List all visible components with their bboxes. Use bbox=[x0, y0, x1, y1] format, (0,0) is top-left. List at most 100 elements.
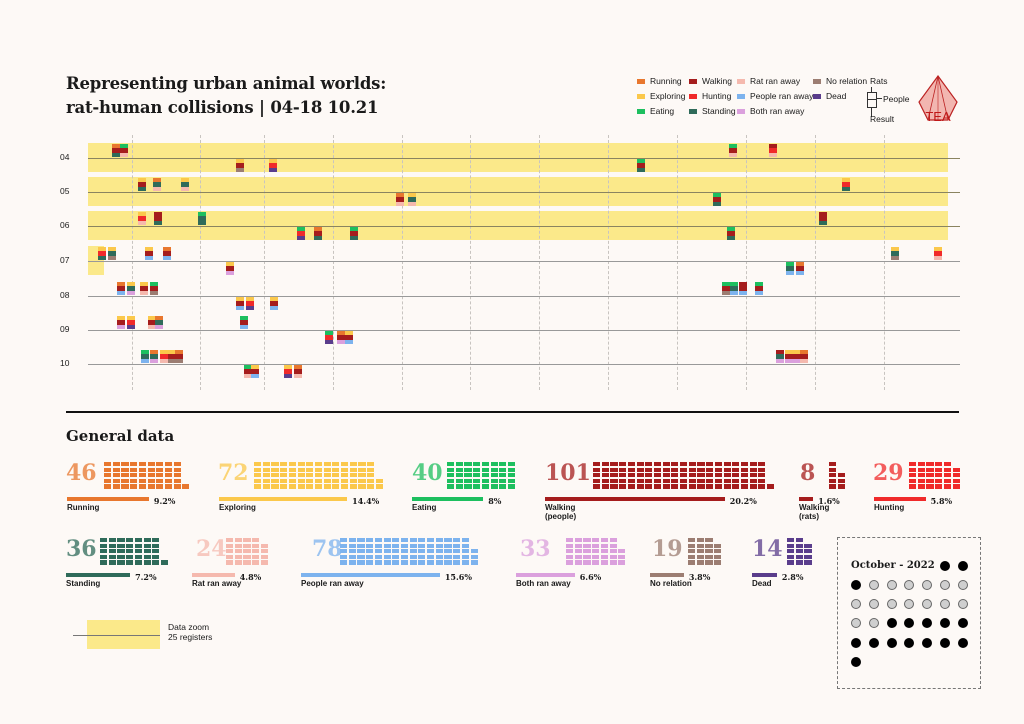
waffle-cell bbox=[234, 538, 242, 543]
waffle-cell bbox=[104, 467, 112, 472]
glyph-cell-E bbox=[636, 159, 645, 164]
logo-text: TEA bbox=[925, 109, 951, 124]
waffle-cell bbox=[104, 484, 112, 489]
waffle-cell bbox=[164, 478, 173, 484]
glyph-cell-R bbox=[175, 350, 184, 355]
stat-percent: 6.6% bbox=[579, 572, 602, 582]
zoom-legend-label: Data zoom 25 registers bbox=[168, 622, 212, 642]
waffle-cell bbox=[226, 560, 234, 565]
glyph-cell-PR bbox=[754, 290, 763, 296]
waffle-cell bbox=[130, 478, 138, 484]
stat-percent: 2.8% bbox=[781, 572, 804, 582]
stat-percent: 9.2% bbox=[153, 496, 176, 506]
waffle-cell bbox=[383, 549, 391, 554]
waffle-cell bbox=[481, 484, 489, 489]
stat-count: 29 bbox=[873, 460, 904, 486]
glyph-cell-H bbox=[297, 231, 306, 236]
waffle-cell bbox=[592, 549, 600, 554]
collision-glyph bbox=[890, 247, 899, 261]
waffle-cell bbox=[926, 484, 934, 489]
waffle-cell bbox=[418, 549, 426, 554]
waffle-cell bbox=[427, 538, 435, 543]
collision-glyph bbox=[727, 227, 736, 241]
waffle-cell bbox=[697, 462, 705, 467]
waffle-cell bbox=[160, 560, 169, 565]
glyph-cell-RR bbox=[800, 358, 809, 364]
waffle-cell bbox=[592, 538, 600, 543]
waffle-cell bbox=[758, 462, 766, 467]
waffle-cell bbox=[653, 478, 662, 484]
stat-label: People ran away bbox=[301, 579, 364, 588]
calendar-day-16 bbox=[958, 599, 968, 609]
glyph-cell-W bbox=[112, 148, 121, 153]
glyph-cell-W bbox=[776, 350, 784, 355]
legend-swatch bbox=[813, 93, 821, 99]
glyph-cell-W bbox=[116, 320, 125, 325]
glyph-cell-S bbox=[819, 220, 827, 226]
waffle-cell bbox=[705, 549, 713, 554]
glyph-cell-R bbox=[116, 282, 125, 287]
waffle-cell bbox=[254, 467, 262, 472]
waffle-cell bbox=[332, 473, 340, 478]
waffle-cell bbox=[134, 554, 142, 560]
waffle-cell bbox=[341, 484, 349, 489]
waffle-cell bbox=[723, 478, 731, 484]
glyph-cell-S bbox=[181, 182, 190, 187]
glyph-cell-S bbox=[730, 286, 739, 291]
glyph-cell-W bbox=[168, 354, 177, 359]
glyph-cell-RR bbox=[728, 152, 737, 158]
waffle-cell bbox=[306, 484, 314, 489]
glyph-cell-S bbox=[350, 235, 359, 241]
waffle-cell bbox=[619, 467, 627, 472]
waffle-cell bbox=[455, 473, 463, 478]
collision-glyph bbox=[98, 247, 107, 261]
waffle-cell bbox=[374, 560, 382, 565]
waffle-cell bbox=[740, 484, 749, 489]
waffle-cell bbox=[130, 467, 138, 472]
row-label-06: 06 bbox=[60, 220, 70, 230]
waffle-cell bbox=[592, 560, 600, 565]
waffle-cell bbox=[108, 543, 116, 548]
glyph-cell-B bbox=[225, 270, 234, 276]
glyph-cell-RR bbox=[148, 324, 157, 330]
glyph-cell-R bbox=[149, 350, 158, 355]
waffle-cell bbox=[156, 473, 164, 478]
waffle-cell bbox=[696, 543, 704, 548]
waffle-cell bbox=[636, 484, 644, 489]
waffle-cell bbox=[909, 484, 917, 489]
stat-percent: 3.8% bbox=[688, 572, 711, 582]
stat-label: Eating bbox=[412, 503, 437, 512]
glyph-cell-S bbox=[841, 186, 850, 192]
glyph-cell-PR bbox=[141, 358, 150, 364]
glyph-cell-R bbox=[796, 262, 805, 267]
waffle-cell bbox=[243, 554, 251, 560]
glyph-cell-W bbox=[727, 231, 736, 236]
waffle-cell bbox=[375, 478, 383, 484]
waffle-cell bbox=[152, 560, 160, 565]
waffle-cell bbox=[447, 462, 455, 467]
glyph-cell-X bbox=[344, 331, 353, 336]
waffle-cell bbox=[671, 462, 679, 467]
glyph-cell-H bbox=[98, 251, 107, 256]
waffle-cell bbox=[418, 543, 426, 548]
stat-bar bbox=[516, 573, 575, 577]
calendar-day-17 bbox=[851, 618, 861, 628]
grid-line bbox=[333, 135, 334, 390]
glyph-cell-X bbox=[138, 178, 147, 183]
glyph-cell-W bbox=[728, 148, 737, 153]
waffle-cell bbox=[341, 478, 349, 484]
glyph-cell-E bbox=[754, 282, 763, 287]
collision-glyph bbox=[754, 282, 763, 296]
glyph-cell-E bbox=[141, 350, 150, 355]
waffle-cell bbox=[453, 549, 461, 554]
waffle-cell bbox=[444, 538, 452, 543]
stat-label: Standing bbox=[66, 579, 101, 588]
glyph-cell-E bbox=[198, 212, 207, 217]
stat-label: Dead bbox=[752, 579, 772, 588]
waffle-cell bbox=[340, 549, 348, 554]
zoom-band bbox=[88, 177, 948, 206]
waffle-cell bbox=[435, 560, 443, 565]
title-line-1: Representing urban animal worlds: bbox=[66, 74, 387, 93]
waffle-cell bbox=[138, 462, 146, 467]
waffle-cell bbox=[837, 484, 845, 489]
